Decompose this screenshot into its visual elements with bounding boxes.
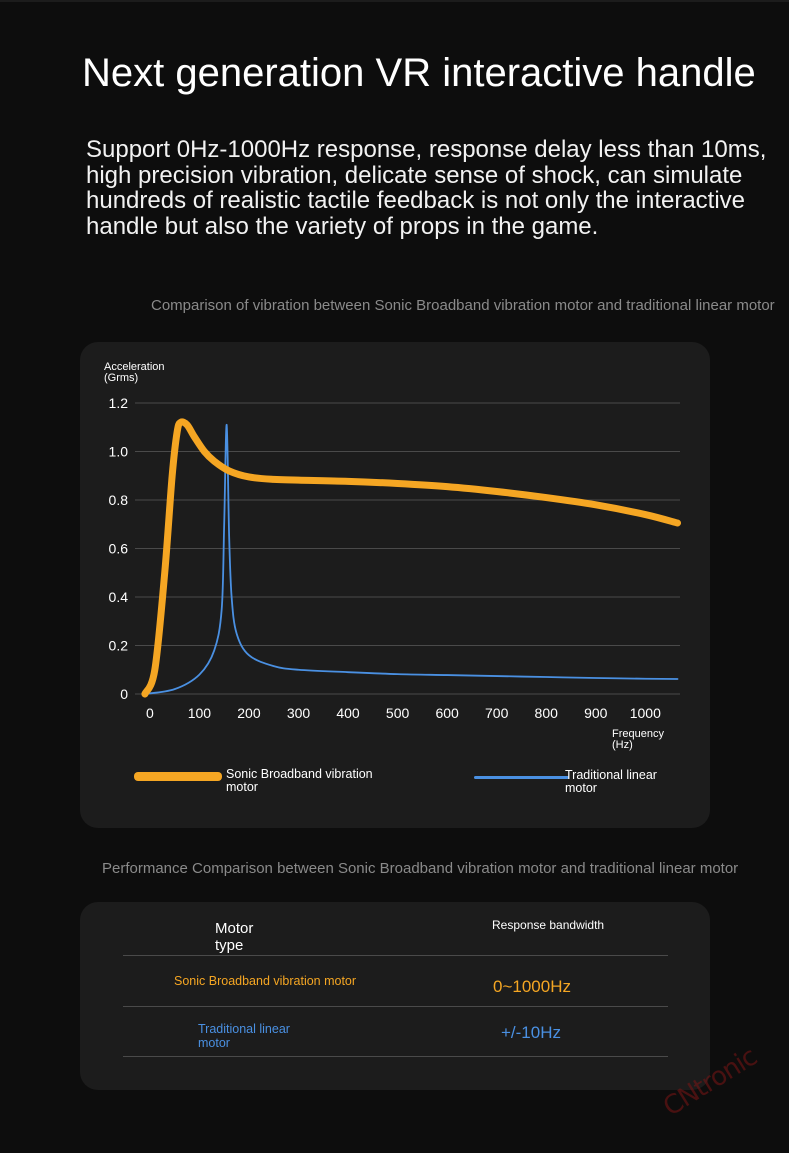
row-linear-type: Traditional linear motor (198, 1022, 290, 1050)
vibration-chart: 0 0.2 0.4 0.6 0.8 1.0 1.2 0 100 200 300 400 500 600 70… (109, 395, 682, 721)
x-tick-label: 100 (188, 705, 212, 721)
table-rule (123, 955, 668, 956)
y-tick-label: 1.2 (109, 395, 129, 411)
column-header-motor-type: Motor type (215, 920, 254, 954)
series-line-sonic (141, 418, 682, 698)
x-tick-label: 700 (485, 705, 509, 721)
y-axis-label: Acceleration (Grms) (104, 362, 194, 384)
x-tick-label: 900 (584, 705, 608, 721)
series-line-linear (144, 423, 679, 695)
x-tick-label: 1000 (630, 705, 661, 721)
row-sonic-type: Sonic Broadband vibration motor (174, 974, 357, 988)
legend-swatch-sonic (134, 772, 222, 781)
y-tick-label: 0.2 (109, 638, 129, 654)
performance-caption: Performance Comparison between Sonic Bro… (102, 860, 739, 877)
performance-table: Motor type Response bandwidth Sonic Broa… (80, 902, 710, 1090)
x-axis-label: Frequency (Hz) (612, 729, 682, 751)
chart-caption: Comparison of vibration between Sonic Br… (151, 297, 775, 314)
row-sonic-bandwidth: 0~1000Hz (493, 977, 571, 996)
table-rule (123, 1056, 668, 1057)
y-tick-label: 0 (120, 686, 128, 702)
x-tick-label: 500 (386, 705, 410, 721)
legend-label-sonic: Sonic Broadband vibration motor (226, 767, 373, 794)
page-title: Next generation VR interactive handle (82, 51, 756, 95)
x-axis-label-line2: (Hz) (612, 739, 633, 751)
column-header-response-bandwidth: Response bandwidth (492, 918, 605, 932)
x-tick-label: 0 (146, 705, 154, 721)
y-tick-label: 0.6 (109, 541, 129, 557)
y-tick-label: 0.8 (109, 492, 129, 508)
top-divider (0, 0, 789, 2)
x-axis-label-line1: Frequency (612, 728, 664, 740)
table-rule (123, 1006, 668, 1007)
legend-label-linear: Traditional linear motor (565, 768, 657, 795)
y-tick-label: 1.0 (109, 444, 129, 460)
legend-swatch-linear (474, 776, 569, 779)
row-linear-bandwidth: +/-10Hz (501, 1023, 561, 1042)
y-axis-label-line2: (Grms) (104, 372, 139, 384)
page-description: Support 0Hz-1000Hz response, response de… (86, 136, 767, 240)
y-axis-label-line1: Acceleration (104, 361, 165, 373)
x-tick-label: 400 (336, 705, 360, 721)
x-tick-label: 600 (435, 705, 459, 721)
x-tick-label: 300 (287, 705, 311, 721)
y-tick-label: 0.4 (109, 589, 129, 605)
x-tick-label: 200 (237, 705, 261, 721)
x-tick-label: 800 (535, 705, 559, 721)
chart-panel: 0 0.2 0.4 0.6 0.8 1.0 1.2 0 100 200 300 400 500 600 70… (80, 342, 710, 828)
